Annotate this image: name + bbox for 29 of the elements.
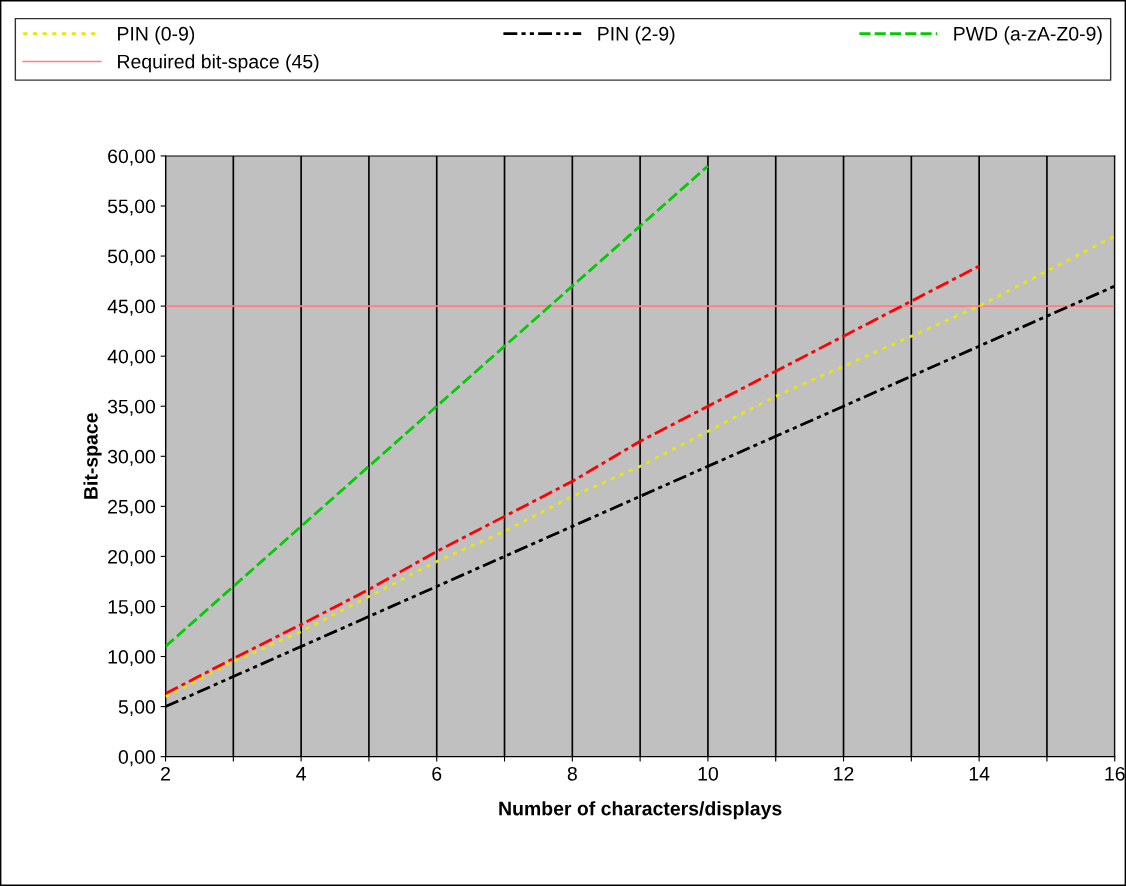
y-tick-label: 25,00: [108, 499, 156, 516]
line-series: [165, 164, 710, 648]
x-tick-label: 4: [296, 767, 306, 781]
x-axis-title: Number of characters/displays: [499, 801, 782, 820]
y-tick-label: 35,00: [107, 399, 156, 416]
x-tick-label: 2: [161, 766, 170, 781]
x-tick-label: 14: [969, 767, 990, 781]
y-tick-label: 0,00: [118, 750, 156, 767]
y-tick-label: 15,00: [108, 599, 156, 616]
x-tick-label: 16: [1105, 766, 1125, 781]
x-tick-label: 6: [432, 766, 442, 781]
legend-label: PIN (2-9): [598, 26, 675, 45]
y-tick-label: 10,00: [108, 649, 156, 667]
legend-label: Required bit-space (45): [118, 54, 319, 73]
y-tick-label: 50,00: [107, 249, 156, 266]
x-tick-label: 12: [834, 766, 854, 781]
x-tick-label: 8: [567, 766, 577, 781]
y-tick-label: 60,00: [108, 149, 156, 166]
y-tick-label: 20,00: [108, 549, 156, 566]
y-tick-label: 40,00: [107, 349, 156, 366]
line-series: [165, 264, 981, 695]
x-tick-label: 10: [698, 766, 718, 781]
y-tick-label: 45,00: [107, 299, 156, 316]
y-tick-label: 55,00: [107, 199, 156, 216]
y-tick-label: 30,00: [107, 449, 156, 466]
legend-label: PWD (a-zA-Z0-9): [954, 26, 1102, 45]
y-tick-label: 5,00: [118, 700, 156, 717]
y-axis-title: Bit-space: [83, 413, 102, 499]
legend-label: PIN (0-9): [118, 26, 195, 45]
